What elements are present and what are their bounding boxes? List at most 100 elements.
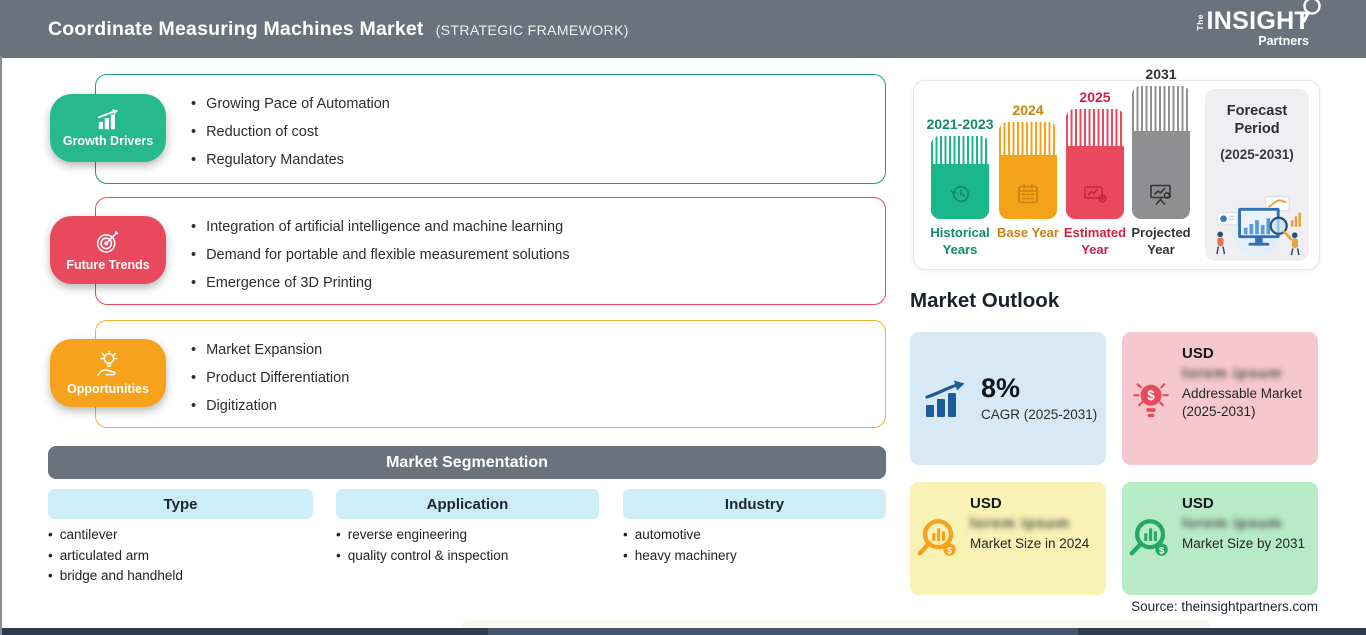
timeline-col-2: 2025 Estimated Year xyxy=(1064,89,1126,259)
future-trends-badge: Future Trends xyxy=(50,216,166,284)
forecast-title: Forecast Period xyxy=(1226,103,1288,138)
segment-list-type: cantilever articulated arm bridge and ha… xyxy=(48,525,183,587)
logo-insight: INSIGHT xyxy=(1206,7,1310,36)
badge-label: Opportunities xyxy=(67,382,149,396)
history-clock-icon xyxy=(950,185,970,203)
list-item: Reduction of cost xyxy=(191,118,865,146)
blurred-value: lorem ipsum xyxy=(1182,515,1283,532)
timeline-year: 2031 xyxy=(1145,66,1177,82)
timeline-panel: 2021-2023 Historical Years 2024 Base Yea… xyxy=(913,66,1320,270)
svg-text:$: $ xyxy=(1159,545,1164,555)
currency-label: USD xyxy=(1182,495,1214,512)
bar-stripes xyxy=(1066,109,1124,147)
list-item: Demand for portable and flexible measure… xyxy=(191,241,865,269)
growth-drivers-list: Growing Pace of Automation Reduction of … xyxy=(96,75,885,174)
source-attribution: Source: theinsightpartners.com xyxy=(1131,599,1318,614)
list-item: Growing Pace of Automation xyxy=(191,90,865,118)
icon-column: $ xyxy=(1122,332,1180,465)
bulb-dollar-icon: $ xyxy=(1133,382,1169,417)
timeline-bar-estimated xyxy=(1066,109,1124,219)
bar-stripes xyxy=(1132,86,1190,132)
cagr-value: 8% xyxy=(981,373,1021,403)
target-dart-icon xyxy=(96,229,119,253)
list-item: Regulatory Mandates xyxy=(191,146,865,174)
bottom-bar xyxy=(0,628,1366,635)
svg-text:$: $ xyxy=(947,545,952,555)
card-label: Market Size by 2031 xyxy=(1182,536,1306,551)
bulb-hand-icon xyxy=(97,350,118,376)
bar-stripes xyxy=(999,122,1057,155)
list-item: Digitization xyxy=(191,392,865,420)
card-label: Addressable Market (2025-2031) xyxy=(1182,386,1303,420)
list-item: reverse engineering xyxy=(336,525,508,546)
opportunities-badge: Opportunities xyxy=(50,339,166,407)
magnifier-chart-icon: $ xyxy=(917,518,956,556)
timeline-col-1: 2024 Base Year xyxy=(997,102,1059,259)
brand-logo-top: The INSIGHT xyxy=(1195,0,1321,36)
timeline-year: 2024 xyxy=(1012,102,1044,118)
badge-label: Growth Drivers xyxy=(62,134,154,148)
list-item: Market Expansion xyxy=(191,336,865,364)
growth-chart-icon xyxy=(97,109,119,130)
future-trends-box: Integration of artificial intelligence a… xyxy=(95,197,886,305)
title-wrap: Coordinate Measuring Machines Market (ST… xyxy=(48,18,629,41)
cagr-label: CAGR (2025-2031) xyxy=(981,407,1098,422)
list-item: automotive xyxy=(623,525,737,546)
timeline-bar-base xyxy=(999,122,1057,219)
page-subtitle: (STRATEGIC FRAMEWORK) xyxy=(435,21,629,38)
list-item: Product Differentiation xyxy=(191,364,865,392)
left-edge-line xyxy=(0,56,2,635)
card-text: USD lorem ipsum Market Size in 2024 xyxy=(968,482,1106,595)
cagr-card: 8% CAGR (2025-2031) xyxy=(910,332,1106,465)
presentation-icon xyxy=(1150,184,1171,205)
card-label: Market Size in 2024 xyxy=(970,536,1090,551)
analysts-illustration xyxy=(1216,196,1301,256)
timeline-bar-projected xyxy=(1132,86,1190,219)
cagr-text: 8% CAGR (2025-2031) xyxy=(981,373,1098,423)
logo-partners: Partners xyxy=(1258,33,1309,48)
list-item: Integration of artificial intelligence a… xyxy=(191,213,865,241)
card-text: USD lorem ipsum Market Size by 2031 xyxy=(1180,482,1318,595)
segment-header-type: Type xyxy=(48,489,313,519)
magnifier-chart-icon: $ xyxy=(1129,518,1168,556)
magnifier-icon xyxy=(1302,0,1321,23)
timeline-label: Projected Year xyxy=(1131,225,1191,257)
currency-label: USD xyxy=(970,495,1002,512)
opportunities-list: Market Expansion Product Differentiation… xyxy=(96,321,885,420)
bottom-bar-segment xyxy=(488,628,1078,635)
list-item: bridge and handheld xyxy=(48,566,183,587)
growth-drivers-badge: Growth Drivers xyxy=(50,94,166,162)
list-item: quality control & inspection xyxy=(336,546,509,567)
forecast-panel: Forecast Period (2025-2031) xyxy=(1205,89,1309,261)
currency-label: USD xyxy=(1182,345,1214,362)
page-title: Coordinate Measuring Machines Market xyxy=(48,17,424,40)
timeline-label: Historical Years xyxy=(930,225,990,257)
brand-logo: The INSIGHT Partners xyxy=(1195,0,1321,48)
opportunities-box: Market Expansion Product Differentiation… xyxy=(95,320,886,428)
future-trends-list: Integration of artificial intelligence a… xyxy=(96,198,885,297)
timeline-year: 2021-2023 xyxy=(926,116,994,132)
list-item: Emergence of 3D Printing xyxy=(191,269,865,297)
list-item: cantilever xyxy=(48,525,183,546)
growth-drivers-box: Growing Pace of Automation Reduction of … xyxy=(95,74,886,184)
segment-header-industry: Industry xyxy=(623,489,886,519)
timeline-year: 2025 xyxy=(1079,89,1111,105)
market-segmentation-header: Market Segmentation xyxy=(48,446,886,479)
market-outlook-title: Market Outlook xyxy=(910,289,1060,312)
segment-list-industry: automotive heavy machinery xyxy=(623,525,737,566)
list-item: articulated arm xyxy=(48,546,183,567)
icon-column: $ xyxy=(1122,482,1180,595)
timeline-label: Base Year xyxy=(997,225,1059,240)
forecast-range: (2025-2031) xyxy=(1220,147,1294,163)
bar-stripes xyxy=(931,136,989,165)
icon-column: $ xyxy=(910,482,968,595)
market-size-2024-card: $ USD lorem ipsum Market Size in 2024 xyxy=(910,482,1106,595)
svg-text:$: $ xyxy=(1147,388,1155,403)
analytics-monitor-icon xyxy=(1084,186,1107,203)
calendar-icon xyxy=(1018,183,1038,204)
market-size-2031-card: $ USD lorem ipsum Market Size by 2031 xyxy=(1122,482,1318,595)
blurred-value: lorem ipsum xyxy=(970,515,1071,532)
card-text: USD lorem ipsum Addressable Market (2025… xyxy=(1180,332,1318,465)
timeline-label: Estimated Year xyxy=(1063,225,1127,257)
